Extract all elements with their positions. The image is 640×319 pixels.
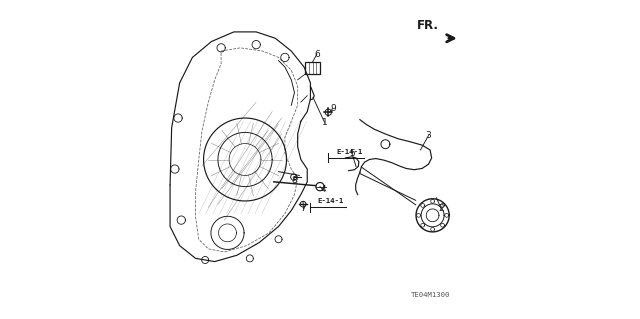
Text: 2: 2 — [438, 204, 444, 213]
Text: 7: 7 — [301, 204, 307, 213]
Text: 8: 8 — [291, 176, 297, 185]
Text: 4: 4 — [321, 185, 326, 194]
Text: 3: 3 — [426, 131, 431, 140]
Text: 1: 1 — [322, 118, 328, 127]
Text: E-14-1: E-14-1 — [318, 198, 344, 204]
Text: 9: 9 — [330, 104, 335, 113]
Text: E-14-1: E-14-1 — [336, 149, 362, 155]
Text: 6: 6 — [314, 50, 320, 59]
Bar — [305, 62, 320, 74]
Text: 5: 5 — [349, 149, 355, 158]
Text: TE04M1300: TE04M1300 — [410, 292, 450, 298]
Text: FR.: FR. — [417, 19, 439, 32]
